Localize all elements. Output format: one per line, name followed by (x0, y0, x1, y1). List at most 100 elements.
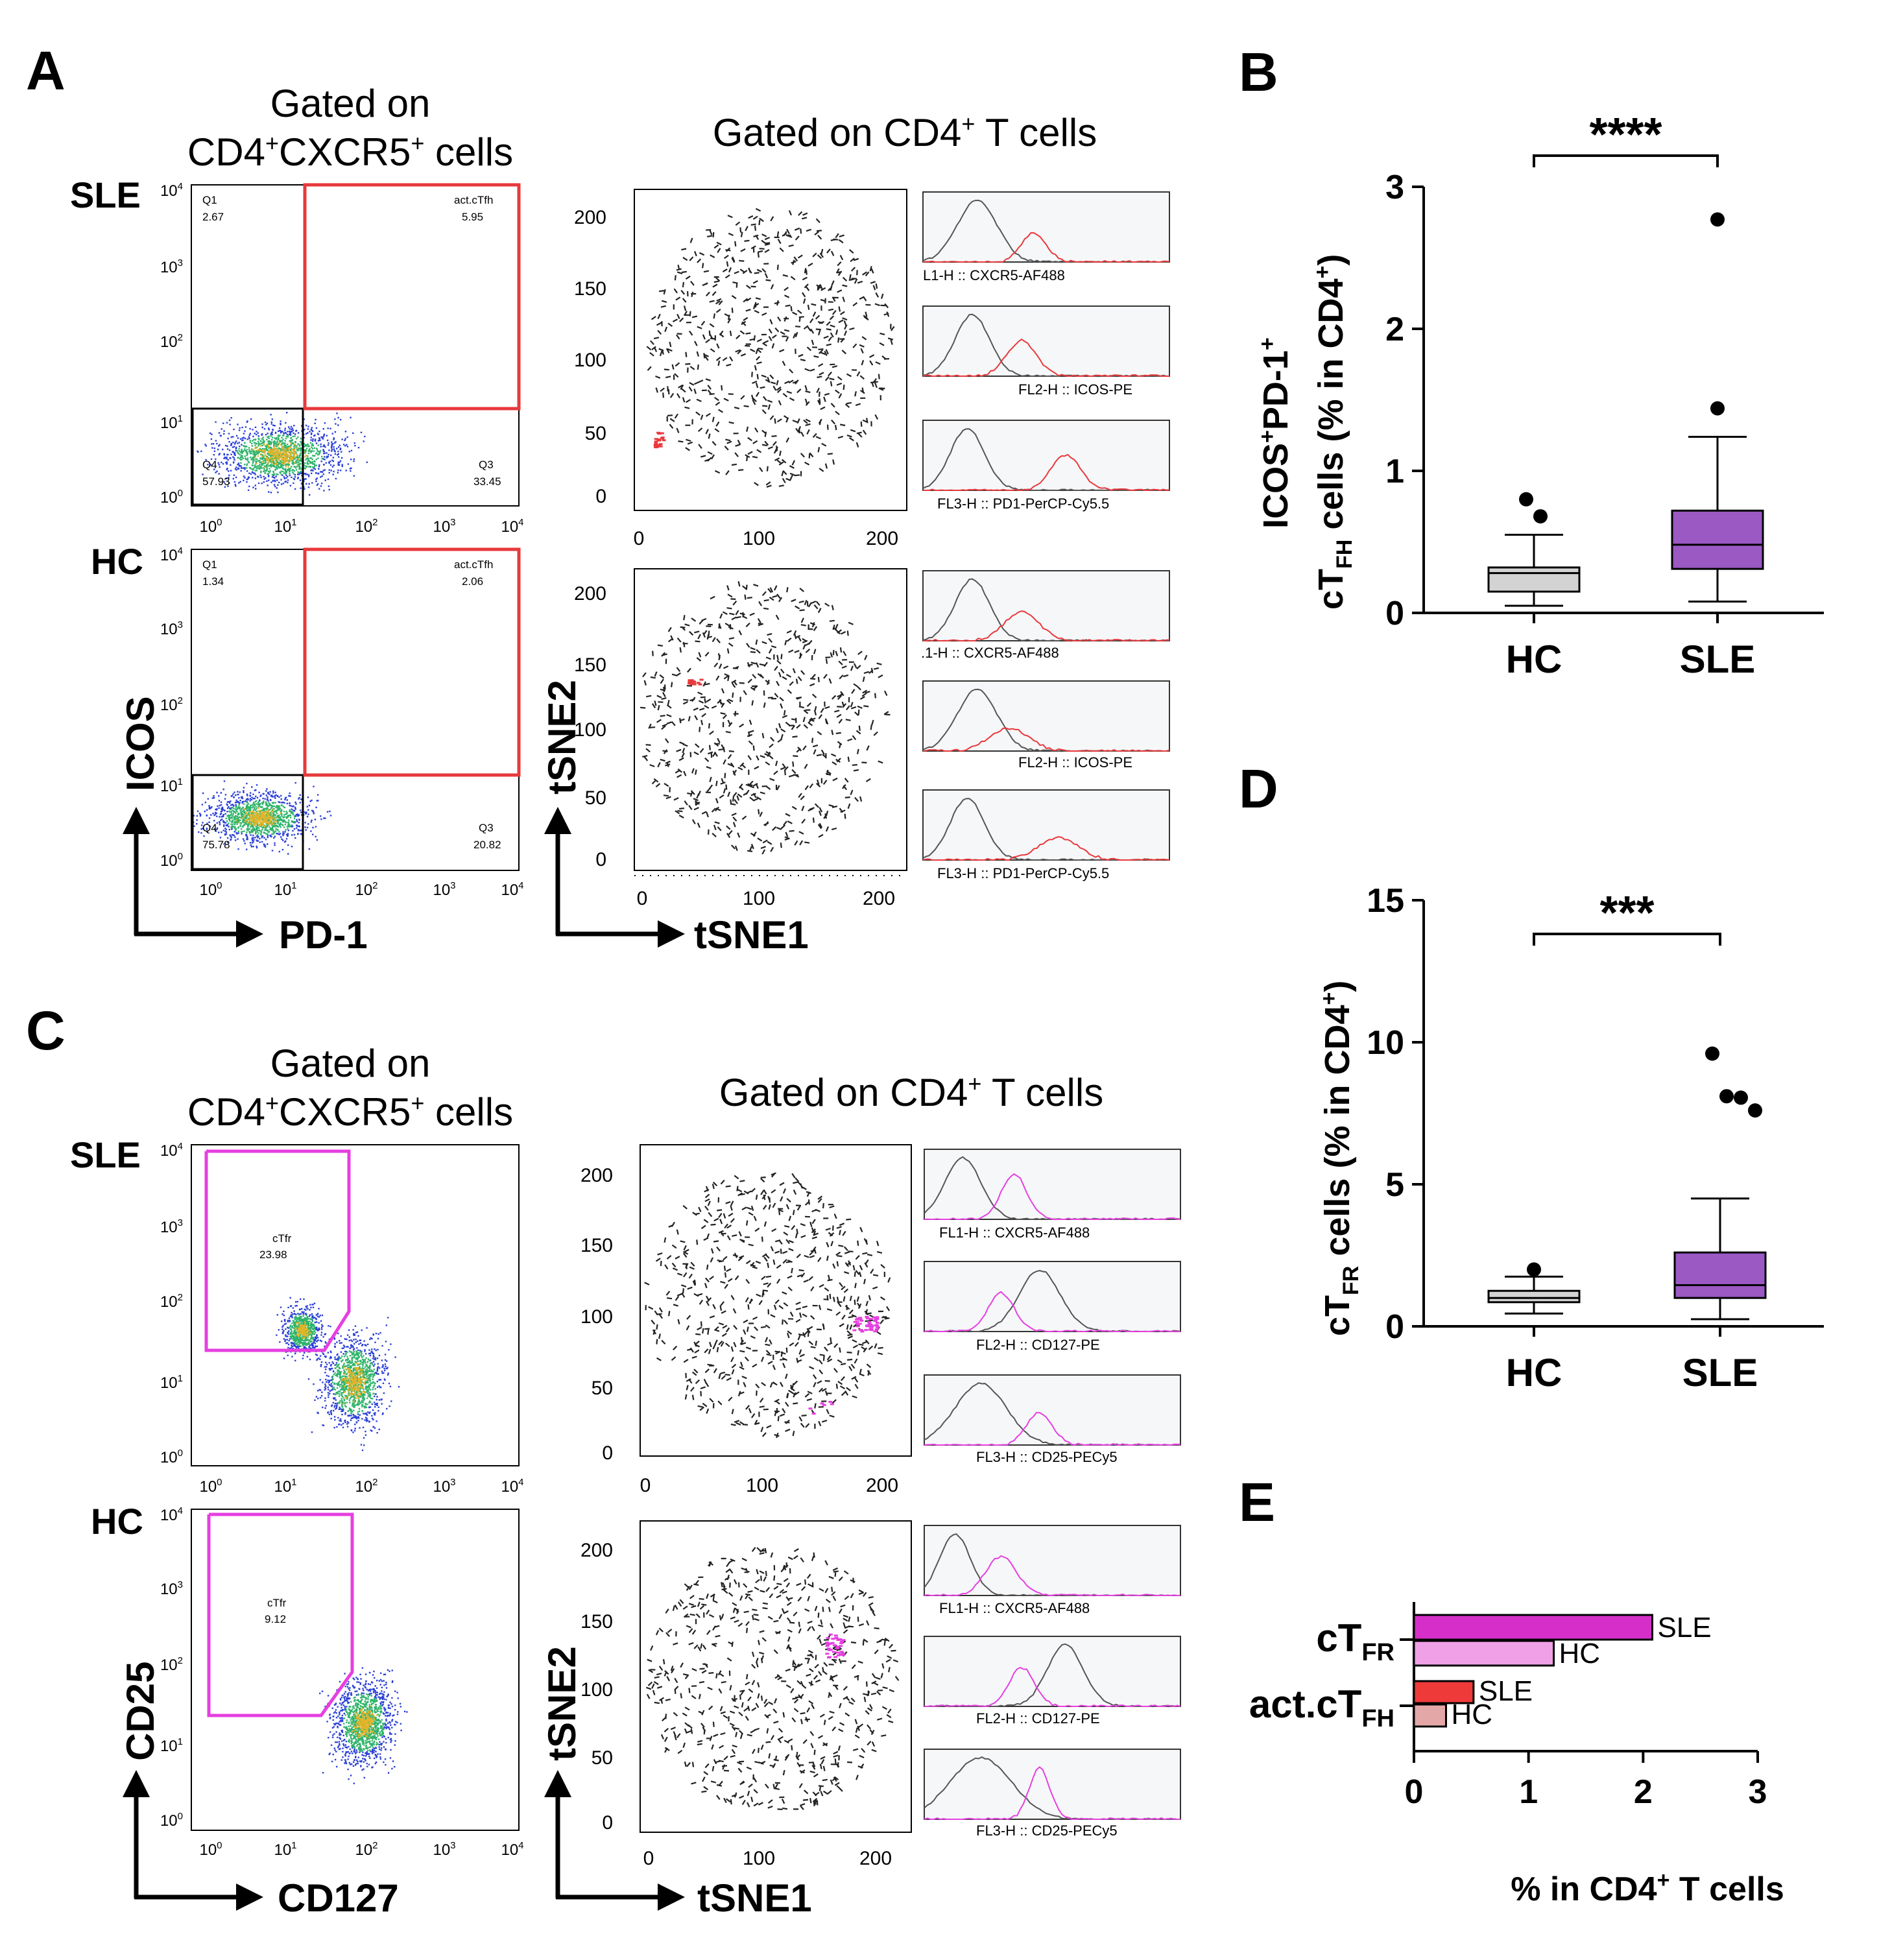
flow-dots-core (235, 807, 281, 828)
panel-a-x-axis-label: PD-1 (279, 913, 368, 957)
panel-a-flow-axis-arrows: PD-1 ICOS (119, 696, 368, 957)
hist-frame (922, 789, 1170, 861)
hc-q3-value: 20.82 (473, 839, 501, 851)
hist-frame (924, 1525, 1181, 1596)
hist-gray-curve (924, 1382, 1181, 1446)
category-label-sle: SLE (1680, 638, 1756, 681)
panel-c-y-axis-label: CD25 (119, 1662, 162, 1761)
panel-c-sle-histograms: FL1-H :: CXCR5-AF488 FL2-H :: CD127-PE F… (924, 1149, 1181, 1465)
e-x-tick-label: 2 (1634, 1773, 1653, 1811)
panel-b: B 0 1 2 3 HC SLE **** ICOS+PD-1+ cTFH cells (%… (1239, 42, 1824, 681)
panel-b-y-label-line1: ICOS+PD-1+ (1255, 337, 1295, 529)
svg-text:101: 101 (274, 1477, 296, 1496)
svg-text:100: 100 (746, 1475, 778, 1496)
panel-c-sle-flow-dots-b (307, 1317, 400, 1452)
outlier-point (1705, 1046, 1719, 1061)
hist-sle-cxcr5 (922, 191, 1170, 263)
panel-a-tsne-x-label: tSNE1 (694, 913, 809, 957)
panel-d: D 0 5 10 15 HC SLE *** cTFR cells (% in CD4+) (1239, 758, 1824, 1394)
svg-text:100: 100 (160, 851, 183, 870)
svg-text:100: 100 (580, 1306, 613, 1328)
hist-hc-label-1: .1-H :: CXCR5-AF488 (921, 645, 1059, 661)
sle-q1-value: 2.67 (202, 211, 224, 223)
panel-c-tsne-ticks: 200 150 100 50 0 0 100 200 200 150 100 5… (580, 1165, 898, 1869)
panel-c-sle-tsne-highlight-2 (808, 1400, 834, 1415)
panel-c-sle-tsne (640, 1144, 912, 1457)
panel-b-y-label-line2: cTFH cells (% in CD4+) (1310, 254, 1357, 610)
outlier-point (1533, 509, 1548, 524)
panel-a-tsne-ticks: 200 150 100 50 0 0 100 200 200 150 100 5… (574, 207, 907, 909)
svg-text:100: 100 (743, 528, 775, 549)
e-bar-sle (1413, 1614, 1653, 1641)
significance-stars: *** (1599, 887, 1654, 939)
svg-text:0: 0 (640, 1475, 651, 1496)
hist-hc-label-2: FL2-H :: ICOS-PE (1018, 754, 1132, 771)
y-tick-label: 0 (1385, 595, 1404, 632)
svg-text:101: 101 (274, 1840, 296, 1859)
hist-sle-label-1: L1-H :: CXCR5-AF488 (923, 267, 1065, 283)
hist-hc-cxcr5 (922, 570, 1170, 642)
panel-c-flow-axis-arrows: CD127 CD25 (119, 1662, 399, 1920)
flow-dots-low (276, 1297, 329, 1361)
hist-frame (924, 1149, 1181, 1220)
hist-c-hc-cd25 (924, 1749, 1181, 1821)
e-x-tick-label: 1 (1519, 1773, 1538, 1811)
hc-gate-value: 2.06 (462, 575, 483, 588)
panel-label-a: A (26, 40, 66, 101)
svg-text:102: 102 (160, 695, 183, 714)
sle-ctfr-name: cTfr (272, 1232, 292, 1245)
box-hc (1487, 1289, 1581, 1304)
svg-text:100: 100 (743, 888, 775, 909)
e-bar-label: HC (1451, 1699, 1492, 1730)
svg-text:102: 102 (160, 332, 183, 351)
hist-hc-label-3: FL3-H :: PD1-PerCP-Cy5.5 (937, 865, 1109, 881)
svg-text:104: 104 (501, 517, 523, 536)
panel-a-flow-x-ticks: 100 101 102 103 104 100 101 102 103 104 (199, 517, 523, 899)
hist-highlight-curve (924, 1412, 1181, 1446)
panel-c-hc-flow-plot: cTfr 9.12 (191, 1509, 520, 1831)
panel-c-sle-flow-dots-a (276, 1297, 329, 1361)
outlier-point (1519, 492, 1533, 507)
svg-text:0: 0 (595, 849, 606, 870)
hist-highlight-curve (922, 338, 1170, 377)
panel-c-x-axis-label: CD127 (278, 1876, 399, 1920)
hist-frame (924, 1374, 1181, 1446)
svg-text:100: 100 (574, 350, 606, 371)
hist-highlight-curve (924, 1766, 1180, 1821)
hist-c-hc-label-2: FL2-H :: CD127-PE (976, 1710, 1100, 1727)
panel-c: C Gated on CD4+CXCR5+ cells Gated on CD4… (26, 1000, 1181, 1920)
y-tick-label: 15 (1367, 882, 1404, 920)
panel-c-flow-x-ticks: 100 101 102 103 104 100 101 102 103 104 (199, 1477, 523, 1859)
tsne-highlight-points (825, 1633, 846, 1659)
hc-q4-name: Q4 (202, 822, 217, 834)
svg-text:100: 100 (574, 719, 606, 741)
svg-text:200: 200 (866, 1475, 898, 1496)
panel-c-gate-title-line2: CD4+CXCR5+ cells (187, 1090, 513, 1134)
svg-text:102: 102 (355, 517, 377, 536)
sle-q4-name: Q4 (202, 459, 217, 471)
panel-a-hc-flow-plot: Q1 1.34 act.cTfh 2.06 Q4 75.78 Q3 20.82 (191, 547, 521, 871)
svg-text:104: 104 (160, 545, 183, 564)
tsne-points (646, 1547, 900, 1810)
panel-e-x-label: % in CD4+ T cells (1511, 1868, 1784, 1908)
panel-a-row-label-sle: SLE (70, 174, 141, 215)
svg-text:100: 100 (199, 517, 222, 536)
panel-a-sle-tsne-dots (646, 208, 895, 488)
svg-text:101: 101 (160, 1736, 183, 1755)
svg-text:104: 104 (160, 1505, 183, 1524)
hc-q4-value: 75.78 (202, 839, 230, 851)
hist-c-sle-cxcr5 (924, 1149, 1181, 1221)
hist-highlight-curve (922, 727, 1170, 752)
panel-c-tsne-y-label: tSNE2 (540, 1646, 584, 1761)
svg-text:104: 104 (501, 1477, 523, 1496)
hc-ctfr-value: 9.12 (265, 1613, 286, 1625)
sle-ctfr-value: 23.98 (259, 1249, 287, 1261)
flow-dots-low (319, 1667, 408, 1784)
svg-text:150: 150 (574, 654, 606, 676)
svg-text:101: 101 (274, 517, 296, 536)
box-sle (1673, 1251, 1767, 1299)
panel-c-row-label-hc: HC (91, 1501, 143, 1542)
panel-label-d: D (1239, 758, 1278, 819)
